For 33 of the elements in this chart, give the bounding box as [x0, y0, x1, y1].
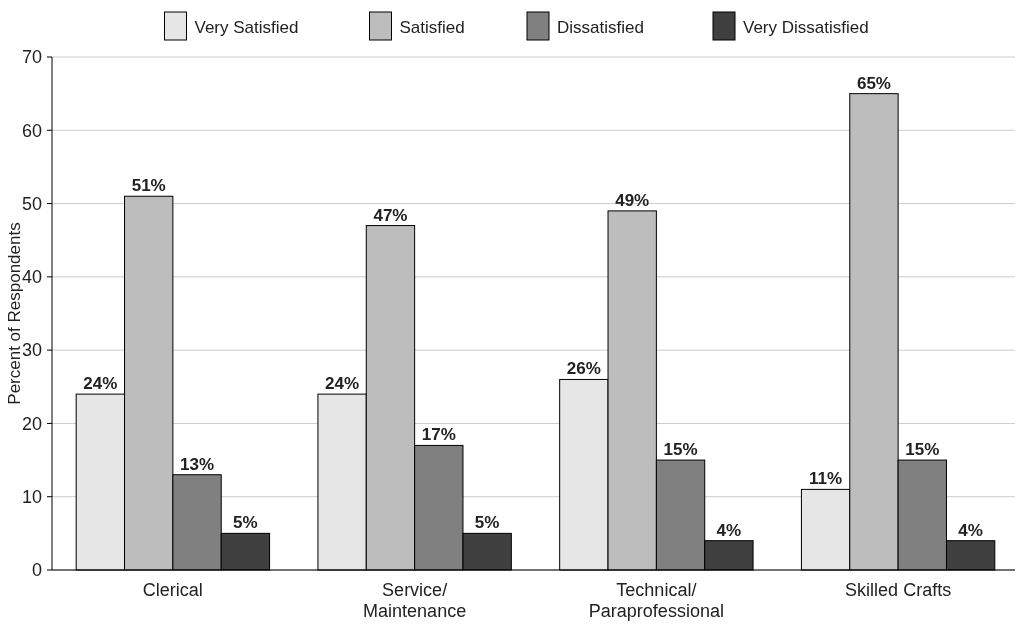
data-label: 24%: [325, 374, 360, 394]
x-tick-label: Service/ Maintenance: [363, 580, 467, 621]
data-label: 5%: [474, 513, 500, 533]
x-tick-label: Technical/ Paraprofessional: [588, 580, 724, 621]
y-axis-title: Percent of Respondents: [5, 222, 24, 405]
data-label: 4%: [716, 520, 742, 540]
y-tick-label: 70: [21, 47, 42, 68]
legend-label: Very Satisfied: [194, 18, 299, 37]
data-label: 51%: [131, 176, 166, 196]
data-label: 47%: [373, 205, 408, 225]
y-tick-label: 30: [21, 340, 42, 361]
y-tick-label: 40: [21, 267, 42, 288]
y-tick-label: 10: [21, 487, 42, 508]
legend-label: Satisfied: [399, 18, 465, 37]
data-label: 11%: [809, 469, 843, 489]
data-label: 17%: [421, 425, 456, 445]
data-label: 24%: [83, 374, 118, 394]
data-label: 49%: [615, 190, 650, 210]
data-label: 5%: [233, 513, 258, 533]
y-tick-label: 0: [31, 560, 42, 581]
y-tick-label: 50: [21, 193, 42, 214]
y-tick-label: 60: [21, 120, 42, 141]
data-label: 4%: [958, 520, 983, 540]
data-label: 13%: [180, 454, 215, 474]
x-tick-label: Skilled Crafts: [845, 580, 952, 600]
data-label: 65%: [856, 73, 891, 93]
data-label: 15%: [663, 440, 698, 460]
data-label: 15%: [905, 440, 940, 460]
y-tick-label: 20: [21, 413, 42, 434]
legend-label: Dissatisfied: [557, 18, 644, 37]
x-tick-label: Clerical: [142, 580, 203, 600]
data-label: 26%: [566, 359, 601, 379]
legend-label: Very Dissatisfied: [743, 18, 869, 37]
